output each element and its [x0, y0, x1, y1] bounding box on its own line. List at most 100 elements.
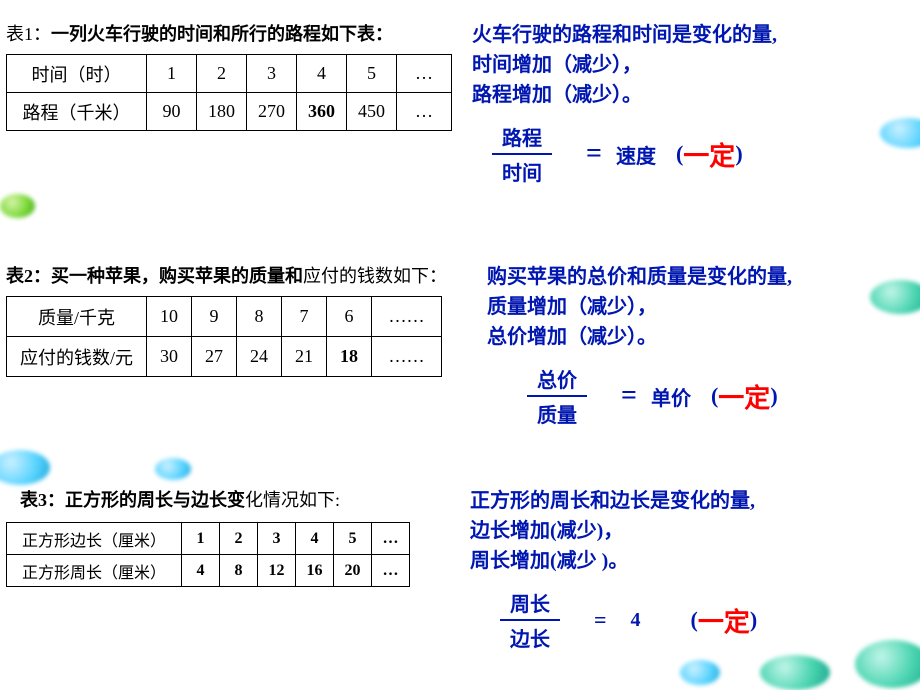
s3-result: 4 — [631, 609, 641, 632]
t3-cell: 5 — [334, 523, 372, 555]
t2-r2-label: 应付的钱数/元 — [7, 337, 147, 377]
t1-cell: 360 — [297, 93, 347, 131]
decorative-blob — [0, 450, 50, 485]
t2-cell: 30 — [147, 337, 192, 377]
t3-cell: 3 — [258, 523, 296, 555]
caption-text: 买一种苹果，购买苹果的质量和 — [51, 266, 303, 286]
t1-r1-label: 时间（时） — [7, 55, 147, 93]
s1-formula: 路程 时间 = 速度 (一定) — [472, 120, 777, 188]
s2-den: 质量 — [531, 397, 583, 430]
paren-r: ) — [770, 383, 777, 409]
caption-text2: 应付的钱数如下： — [303, 266, 447, 286]
decorative-blob — [0, 194, 35, 218]
t1-r2-label: 路程（千米） — [7, 93, 147, 131]
s1-line1: 火车行驶的路程和时间是变化的量, — [472, 20, 777, 50]
table-3: 正方形边长（厘米） 1 2 3 4 5 … 正方形周长（厘米） 4 8 12 1… — [6, 522, 410, 587]
t3-cell: 4 — [182, 555, 220, 587]
s1-line3: 路程增加（减少）。 — [472, 80, 777, 110]
t1-cell: 1 — [147, 55, 197, 93]
t3-cell: 12 — [258, 555, 296, 587]
caption-prefix: 表2： — [6, 266, 51, 286]
s2-line1: 购买苹果的总价和质量是变化的量, — [487, 262, 792, 292]
caption-prefix: 表3： — [20, 490, 65, 510]
s3-line1: 正方形的周长和边长是变化的量, — [470, 486, 757, 516]
s2-line3: 总价增加（减少）。 — [487, 322, 792, 352]
t1-cell: … — [397, 55, 452, 93]
section-1-left: 表1：一列火车行驶的时间和所行的路程如下表： 时间（时） 1 2 3 4 5 …… — [0, 20, 452, 131]
section-3-right: 正方形的周长和边长是变化的量, 边长增加(减少)， 周长增加(减少 )。 周长 … — [410, 486, 757, 654]
s3-explain: 正方形的周长和边长是变化的量, 边长增加(减少)， 周长增加(减少 )。 — [470, 486, 757, 576]
s1-fraction: 路程 时间 — [492, 120, 552, 188]
table1-caption: 表1：一列火车行驶的时间和所行的路程如下表： — [6, 20, 452, 46]
s2-explain: 购买苹果的总价和质量是变化的量, 质量增加（减少）， 总价增加（减少）。 — [487, 262, 792, 352]
t3-cell: 2 — [220, 523, 258, 555]
decorative-blob — [760, 655, 830, 690]
s3-num: 周长 — [504, 586, 556, 619]
s3-line2: 边长增加(减少)， — [470, 516, 757, 546]
section-3: 表3：正方形的周长与边长变化情况如下: 正方形边长（厘米） 1 2 3 4 5 … — [0, 486, 757, 654]
t2-cell: …… — [372, 337, 442, 377]
t2-cell: 8 — [237, 297, 282, 337]
paren-l: ( — [711, 383, 718, 409]
fixed-label: 一定 — [683, 136, 735, 173]
t1-cell: 5 — [347, 55, 397, 93]
paren-l: ( — [691, 607, 698, 633]
decorative-blob — [855, 640, 920, 688]
s2-result: 单价 — [651, 382, 691, 411]
t1-cell: 4 — [297, 55, 347, 93]
t1-cell: 450 — [347, 93, 397, 131]
t3-cell: 1 — [182, 523, 220, 555]
t2-cell: 6 — [327, 297, 372, 337]
s1-result: 速度 — [616, 140, 656, 169]
t2-cell: 21 — [282, 337, 327, 377]
s2-fraction: 总价 质量 — [527, 362, 587, 430]
s3-formula: 周长 边长 = 4 (一定) — [470, 586, 757, 654]
section-1: 表1：一列火车行驶的时间和所行的路程如下表： 时间（时） 1 2 3 4 5 …… — [0, 20, 777, 188]
s2-line2: 质量增加（减少）， — [487, 292, 792, 322]
t2-cell: 27 — [192, 337, 237, 377]
decorative-blob — [870, 280, 920, 314]
s2-num: 总价 — [531, 362, 583, 395]
fixed-label: 一定 — [698, 602, 750, 639]
t1-cell: … — [397, 93, 452, 131]
equals-sign: = — [586, 138, 602, 170]
fixed-label: 一定 — [718, 378, 770, 415]
t1-cell: 270 — [247, 93, 297, 131]
t3-cell: 4 — [296, 523, 334, 555]
t2-cell: 24 — [237, 337, 282, 377]
section-3-left: 表3：正方形的周长与边长变化情况如下: 正方形边长（厘米） 1 2 3 4 5 … — [0, 486, 410, 587]
caption-text: 正方形的周长与边长变 — [65, 490, 245, 510]
section-2-left: 表2：买一种苹果，购买苹果的质量和应付的钱数如下： 质量/千克 10 9 8 7… — [0, 262, 447, 377]
t2-cell: …… — [372, 297, 442, 337]
s1-explain: 火车行驶的路程和时间是变化的量, 时间增加（减少）， 路程增加（减少）。 — [472, 20, 777, 110]
decorative-blob — [880, 118, 920, 148]
t2-cell: 18 — [327, 337, 372, 377]
section-2-right: 购买苹果的总价和质量是变化的量, 质量增加（减少）， 总价增加（减少）。 总价 … — [447, 262, 792, 430]
table-1: 时间（时） 1 2 3 4 5 … 路程（千米） 90 180 270 360 … — [6, 54, 452, 131]
t3-cell: 8 — [220, 555, 258, 587]
table2-caption: 表2：买一种苹果，购买苹果的质量和应付的钱数如下： — [6, 262, 447, 288]
t3-cell: … — [372, 555, 410, 587]
t2-cell: 10 — [147, 297, 192, 337]
section-1-right: 火车行驶的路程和时间是变化的量, 时间增加（减少）， 路程增加（减少）。 路程 … — [452, 20, 777, 188]
s1-line2: 时间增加（减少）， — [472, 50, 777, 80]
t1-cell: 180 — [197, 93, 247, 131]
decorative-blob — [680, 660, 720, 685]
paren-l: ( — [676, 141, 683, 167]
t1-cell: 2 — [197, 55, 247, 93]
section-2: 表2：买一种苹果，购买苹果的质量和应付的钱数如下： 质量/千克 10 9 8 7… — [0, 262, 792, 430]
caption-text2: 化情况如下: — [245, 490, 340, 510]
t1-cell: 3 — [247, 55, 297, 93]
t2-cell: 7 — [282, 297, 327, 337]
s3-line3: 周长增加(减少 )。 — [470, 546, 757, 576]
paren-r: ) — [735, 141, 742, 167]
t3-r2-label: 正方形周长（厘米） — [7, 555, 182, 587]
paren-r: ) — [750, 607, 757, 633]
s1-den: 时间 — [496, 155, 548, 188]
caption-text: 一列火车行驶的时间和所行的路程如下表： — [51, 24, 393, 44]
t2-cell: 9 — [192, 297, 237, 337]
t1-cell: 90 — [147, 93, 197, 131]
table3-caption: 表3：正方形的周长与边长变化情况如下: — [20, 486, 410, 512]
s2-formula: 总价 质量 = 单价 (一定) — [487, 362, 792, 430]
t3-r1-label: 正方形边长（厘米） — [7, 523, 182, 555]
